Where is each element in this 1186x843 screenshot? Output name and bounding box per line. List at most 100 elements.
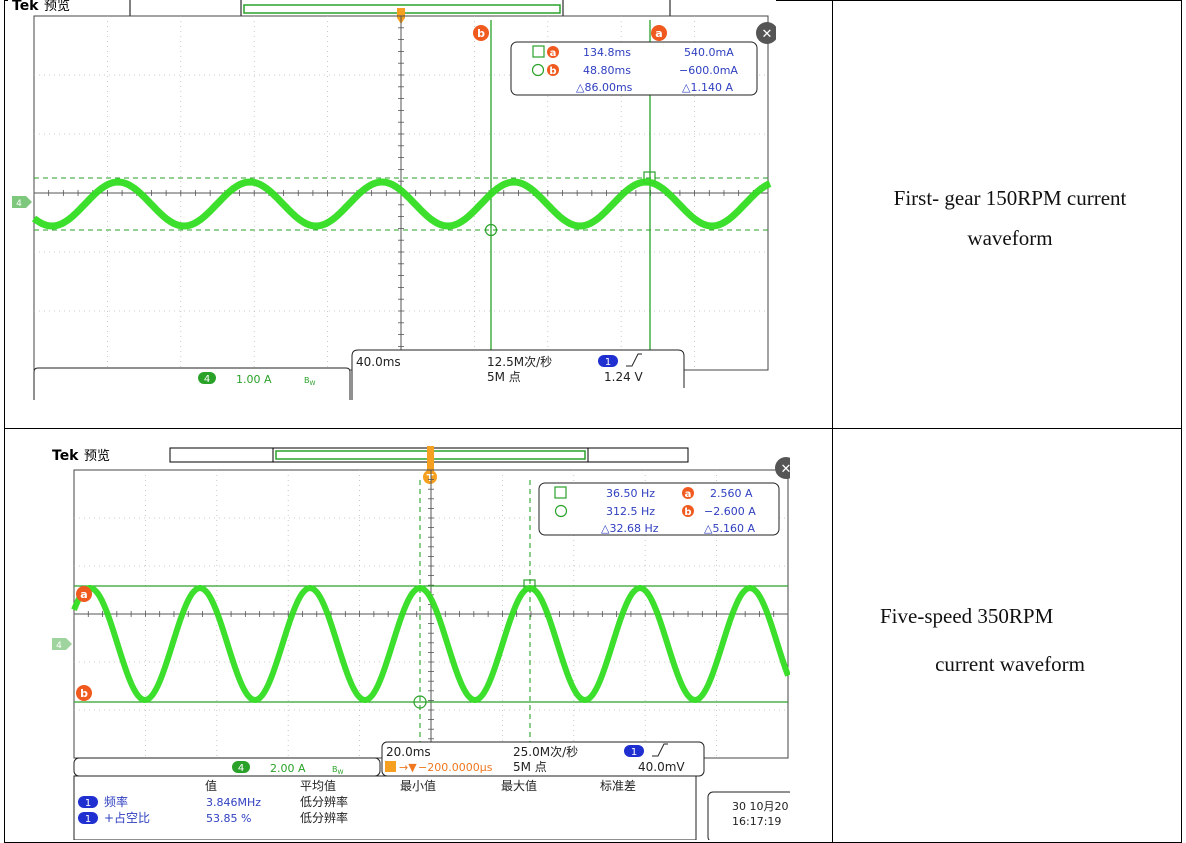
rising-edge-icon <box>626 353 642 367</box>
svg-text:1: 1 <box>85 814 91 825</box>
sample-rate: 25.0M次/秒 <box>513 745 578 759</box>
readout-r2-value: −2.600 A <box>704 505 756 518</box>
table-border-middle <box>4 428 1182 429</box>
cursor-b-circle-icon <box>484 223 498 237</box>
svg-text:→▼: →▼ <box>399 761 417 774</box>
row2-caption-line2: current waveform <box>935 652 1085 676</box>
cursor-a-readout-icon <box>682 487 694 499</box>
measure-header-min: 最小值 <box>400 778 436 793</box>
trigger-delay-icon <box>385 761 396 772</box>
square-cursor-icon <box>554 486 567 499</box>
readout-delta-value: △1.140 A <box>682 81 733 94</box>
svg-text:T: T <box>427 473 434 484</box>
readout-r1-value: 2.560 A <box>710 487 753 500</box>
table-border-left <box>4 0 5 843</box>
measure-value: 53.85 % <box>206 812 251 825</box>
scope-date: 30 10月20 <box>732 800 789 813</box>
table-border-divider <box>832 0 833 843</box>
scope-1-mode: 预览 <box>44 0 70 14</box>
measure-name: 频率 <box>104 794 128 809</box>
readout-r1-value: 540.0mA <box>684 46 734 59</box>
measure-channel-icon <box>78 812 98 824</box>
channel-4-icon <box>232 761 250 773</box>
scope-screenshot-2: Tek 预览 T a b ✕ 36.50 Hz a 2.560 A 312.5 … <box>48 440 790 840</box>
cursor-a-marker-icon <box>651 25 667 41</box>
readout-delta-value: △5.160 A <box>704 522 755 535</box>
waveform-trace-2 <box>71 585 790 703</box>
square-cursor-icon <box>532 45 545 58</box>
trigger-delay: −200.0000μs <box>418 761 493 774</box>
svg-text:1: 1 <box>85 798 91 809</box>
scope-2-display: Tek 预览 T a b ✕ 36.50 Hz a 2.560 A 312.5 … <box>52 446 790 840</box>
svg-text:4: 4 <box>56 641 62 651</box>
svg-text:a: a <box>685 489 692 500</box>
cursor-readout-box <box>538 482 780 536</box>
readout-r1-time: 134.8ms <box>583 46 631 59</box>
measure-mean: 低分辨率 <box>300 794 348 809</box>
scope-1-display: Tek 预览 b a ✕ a 134.8ms 540.0mA b 48.80ms… <box>12 0 776 400</box>
measure-header-stddev: 标准差 <box>600 779 636 793</box>
row2-caption-line1: Five-speed 350RPM <box>880 604 1054 628</box>
svg-text:4: 4 <box>238 763 244 774</box>
svg-text:1: 1 <box>631 747 637 758</box>
trigger-channel-icon <box>598 355 618 367</box>
channel-4-scale: 1.00 A <box>236 373 272 386</box>
svg-text:1: 1 <box>605 357 611 368</box>
trigger-level: 40.0mV <box>638 760 685 774</box>
svg-text:4: 4 <box>204 374 210 385</box>
channel-4-ground-marker <box>52 638 72 650</box>
readout-delta-freq: △32.68 Hz <box>601 522 659 535</box>
readout-r2-freq: 312.5 Hz <box>606 505 655 518</box>
record-length: 5M 点 <box>487 370 521 384</box>
cursor-b-marker-label: b <box>477 27 485 40</box>
record-length: 5M 点 <box>513 760 547 774</box>
scope-2-mode: 预览 <box>84 448 110 464</box>
table-border-right <box>1181 0 1182 843</box>
cursor-b-readout-label: b <box>549 66 556 77</box>
readout-r2-time: 48.80ms <box>583 64 631 77</box>
sample-rate: 12.5M次/秒 <box>487 355 552 369</box>
cursor-b-readout-icon <box>682 505 694 517</box>
cursor-a-readout-icon <box>547 46 559 58</box>
scope-2-graticule <box>73 469 789 759</box>
row2-caption: Five-speed 350RPM current waveform <box>860 596 1160 684</box>
svg-text:4: 4 <box>16 199 22 209</box>
channel-4-scale: 2.00 A <box>270 762 306 775</box>
datetime-panel <box>707 791 790 840</box>
trigger-channel-icon <box>624 745 644 757</box>
waveform-trace-1 <box>31 178 772 230</box>
cursor-readout-box <box>510 41 758 96</box>
rising-edge-icon <box>652 743 668 757</box>
measure-value: 3.846MHz <box>206 796 261 809</box>
close-icon[interactable] <box>775 457 790 479</box>
measure-channel-icon <box>78 796 98 808</box>
measure-header-value: 值 <box>205 778 217 793</box>
cursor-a-readout-label: a <box>550 48 557 59</box>
scope-time: 16:17:19 <box>732 815 781 828</box>
cursor-a-marker-icon <box>76 586 92 602</box>
row1-caption: First- gear 150RPM current waveform <box>845 178 1175 258</box>
channel-4-icon <box>198 372 216 384</box>
bandwidth-limit-icon: BW <box>304 376 316 387</box>
scope-1-brand: Tek <box>12 0 39 14</box>
cursor-a-marker-label: a <box>655 27 662 40</box>
readout-delta-time: △86.00ms <box>576 81 633 94</box>
channel-settings-badge[interactable] <box>33 367 351 400</box>
trigger-level: 1.24 V <box>604 370 644 384</box>
measure-name: +占空比 <box>104 810 150 825</box>
cursor-b-marker-icon <box>473 25 489 41</box>
cursor-b-readout-icon <box>547 64 559 76</box>
cursor-b-marker-icon <box>76 685 92 701</box>
measurement-panel <box>73 775 697 840</box>
circle-cursor-icon <box>531 63 545 77</box>
scope-2-brand: Tek <box>52 448 79 464</box>
svg-text:b: b <box>684 507 691 518</box>
svg-text:b: b <box>80 687 88 700</box>
readout-r2-value: −600.0mA <box>679 64 738 77</box>
row1-caption-line1: First- gear 150RPM current <box>893 186 1127 210</box>
timebase-value: 20.0ms <box>386 745 431 759</box>
timebase-value: 40.0ms <box>356 355 401 369</box>
svg-text:✕: ✕ <box>762 27 773 42</box>
close-icon[interactable] <box>756 22 776 44</box>
cursor-b-circle-icon <box>413 695 427 709</box>
